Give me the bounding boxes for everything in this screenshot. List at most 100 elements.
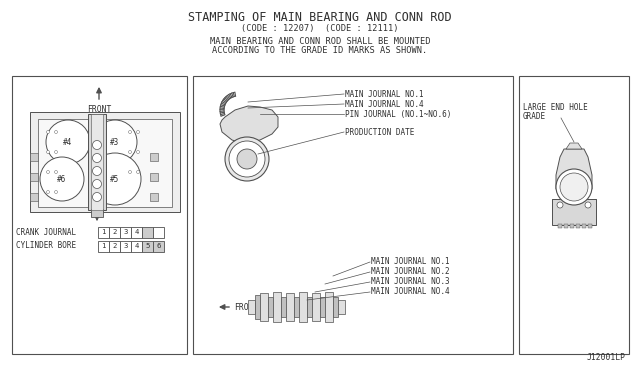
Bar — [150, 193, 158, 201]
Text: GRADE: GRADE — [523, 112, 546, 121]
Text: 3: 3 — [124, 229, 128, 235]
Circle shape — [229, 141, 265, 177]
Circle shape — [54, 131, 58, 134]
Bar — [153, 241, 164, 251]
Text: MAIN JOURNAL NO.2: MAIN JOURNAL NO.2 — [371, 267, 450, 276]
Bar — [109, 227, 120, 237]
Bar — [91, 114, 103, 210]
Bar — [142, 227, 153, 237]
Circle shape — [560, 173, 588, 201]
Text: MAIN BEARING AND CONN ROD SHALL BE MOUNTED: MAIN BEARING AND CONN ROD SHALL BE MOUNT… — [210, 36, 430, 45]
Text: CYLINDER BORE: CYLINDER BORE — [16, 241, 76, 250]
Text: #3: #3 — [110, 138, 120, 147]
Text: 2: 2 — [112, 229, 116, 235]
Circle shape — [136, 151, 140, 154]
Bar — [286, 293, 294, 321]
Bar — [120, 227, 131, 237]
Text: #4: #4 — [63, 138, 72, 147]
Bar — [88, 114, 106, 210]
Text: 3: 3 — [124, 243, 128, 249]
Text: CRANK JOURNAL: CRANK JOURNAL — [16, 228, 76, 237]
Bar — [109, 241, 120, 251]
Circle shape — [136, 170, 140, 173]
Bar — [131, 241, 142, 251]
Bar — [307, 297, 312, 317]
Circle shape — [40, 157, 84, 201]
Bar — [570, 224, 574, 228]
Bar — [320, 297, 325, 317]
Circle shape — [129, 131, 131, 134]
Text: PIN JOURNAL (NO.1~NO.6): PIN JOURNAL (NO.1~NO.6) — [345, 109, 451, 119]
Circle shape — [585, 202, 591, 208]
Bar — [38, 119, 172, 207]
Bar — [248, 300, 255, 314]
Bar — [12, 76, 187, 354]
Circle shape — [47, 151, 49, 154]
Text: 1: 1 — [101, 243, 106, 249]
Bar — [588, 224, 592, 228]
Bar — [150, 173, 158, 181]
Circle shape — [93, 167, 102, 176]
Bar — [30, 112, 180, 212]
Bar — [193, 76, 513, 354]
Bar — [30, 193, 38, 201]
Text: MAIN JOURNAL NO.1: MAIN JOURNAL NO.1 — [345, 90, 424, 99]
Text: J12001LP: J12001LP — [587, 353, 626, 362]
Bar — [142, 241, 153, 251]
Text: PRODUCTION DATE: PRODUCTION DATE — [345, 128, 414, 137]
Text: MAIN JOURNAL NO.4: MAIN JOURNAL NO.4 — [371, 288, 450, 296]
Bar — [30, 153, 38, 161]
Circle shape — [89, 153, 141, 205]
Text: 2: 2 — [112, 243, 116, 249]
Bar — [255, 295, 260, 319]
Circle shape — [93, 180, 102, 189]
Bar — [312, 293, 320, 321]
Circle shape — [54, 151, 58, 154]
Bar — [281, 297, 286, 317]
Text: ACCORDING TO THE GRADE ID MARKS AS SHOWN.: ACCORDING TO THE GRADE ID MARKS AS SHOWN… — [212, 45, 428, 55]
Bar — [260, 293, 268, 321]
Bar — [150, 153, 158, 161]
Polygon shape — [552, 199, 596, 225]
Bar — [120, 241, 131, 251]
Bar — [338, 300, 345, 314]
Polygon shape — [220, 106, 278, 144]
Bar — [564, 224, 568, 228]
Circle shape — [556, 169, 592, 205]
Text: 1: 1 — [101, 229, 106, 235]
Text: 4: 4 — [134, 229, 139, 235]
Circle shape — [54, 190, 58, 193]
Bar — [576, 224, 580, 228]
Text: MAIN JOURNAL NO.3: MAIN JOURNAL NO.3 — [371, 278, 450, 286]
Text: 4: 4 — [134, 243, 139, 249]
Bar — [268, 297, 273, 317]
Bar — [153, 227, 164, 237]
Circle shape — [136, 131, 140, 134]
Circle shape — [129, 151, 131, 154]
Bar — [558, 224, 562, 228]
Text: #6: #6 — [58, 174, 67, 183]
Bar — [131, 227, 142, 237]
Text: 6: 6 — [156, 243, 161, 249]
Bar — [98, 241, 109, 251]
Text: FRONT: FRONT — [234, 302, 259, 311]
Circle shape — [47, 190, 49, 193]
Circle shape — [54, 170, 58, 173]
Text: MAIN JOURNAL NO.4: MAIN JOURNAL NO.4 — [345, 99, 424, 109]
Bar — [91, 209, 103, 217]
Text: FRONT: FRONT — [87, 105, 111, 114]
Circle shape — [46, 120, 90, 164]
Circle shape — [557, 202, 563, 208]
Bar — [299, 292, 307, 322]
Circle shape — [93, 192, 102, 202]
Polygon shape — [556, 149, 592, 189]
Text: STAMPING OF MAIN BEARING AND CONN ROD: STAMPING OF MAIN BEARING AND CONN ROD — [188, 10, 452, 23]
Circle shape — [93, 141, 102, 150]
Bar — [294, 297, 299, 317]
Bar — [325, 292, 333, 322]
Circle shape — [225, 137, 269, 181]
Text: #5: #5 — [110, 174, 120, 183]
Bar — [30, 173, 38, 181]
Circle shape — [47, 131, 49, 134]
Bar — [98, 227, 109, 237]
